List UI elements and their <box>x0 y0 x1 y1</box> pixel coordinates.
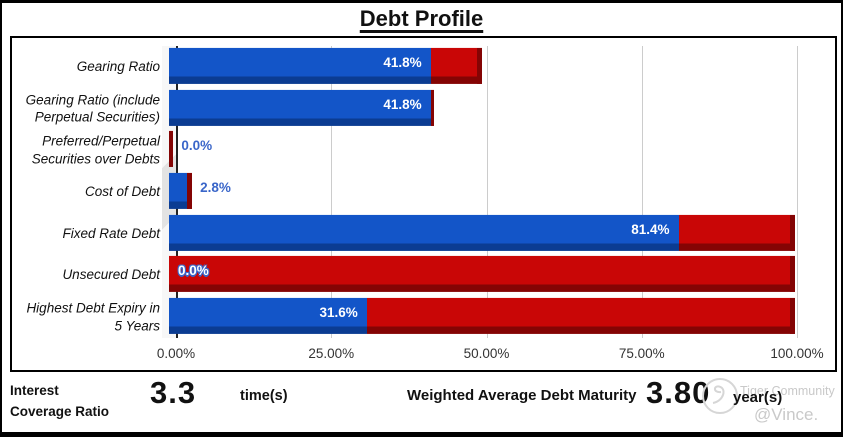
bar-rows: Gearing Ratio 41.8% Gearing Ratio (include… <box>12 46 835 338</box>
bar-track: 41.8% <box>169 89 795 126</box>
gridline <box>797 46 798 338</box>
debt-maturity-label: Weighted Average Debt Maturity <box>407 387 637 404</box>
interest-coverage-value: 3.3 <box>150 375 197 410</box>
summary-footer: Interest Coverage Ratio 3.3 time(s) Weig… <box>2 375 841 432</box>
bar-value-label: 81.4% <box>631 221 670 237</box>
chart-row: Cost of Debt 2.8% <box>12 171 835 213</box>
category-label: Unsecured Debt <box>62 267 160 283</box>
bar-segment-primary <box>169 172 187 209</box>
gridline <box>331 46 333 338</box>
bar-segment-secondary <box>169 256 795 293</box>
x-tick-label: 25.00% <box>308 346 355 361</box>
bar-value-label: 0.0% <box>181 138 213 154</box>
bar-track: 81.4% <box>169 214 795 251</box>
bar-segment-secondary <box>366 298 795 335</box>
category-label: Highest Debt Expiry in 5 Years <box>26 300 160 334</box>
bar-value-label: 41.8% <box>383 96 422 112</box>
chart-row: Fixed Rate Debt 81.4% <box>12 213 835 255</box>
x-tick-label: 50.00% <box>463 346 510 361</box>
bar-value-label: 41.8% <box>383 54 422 70</box>
bar-segment-secondary <box>678 214 795 251</box>
bar-segment-primary <box>169 298 367 335</box>
bar-segment-primary <box>169 47 431 84</box>
bar-segment-primary <box>169 89 431 126</box>
debt-maturity-value: 3.80 <box>646 375 711 410</box>
interest-coverage-unit: time(s) <box>240 388 288 404</box>
category-label: Fixed Rate Debt <box>62 225 160 241</box>
gridline <box>486 46 488 338</box>
bar-track: 31.6% <box>169 298 795 335</box>
bar-track: 0.0% <box>169 256 795 293</box>
category-label: Preferred/Perpetual Securities over Debt… <box>31 133 160 167</box>
chart-area: Gearing Ratio 41.8% Gearing Ratio (include… <box>10 36 837 372</box>
bar-track: 2.8% <box>169 172 795 209</box>
chart-row: Gearing Ratio (include Perpetual Securit… <box>12 88 835 130</box>
category-label: Gearing Ratio (include Perpetual Securit… <box>25 92 160 125</box>
bar-segment-secondary <box>169 131 174 168</box>
bar-value-label: 2.8% <box>200 179 231 195</box>
bar-segment-secondary <box>430 47 482 84</box>
bar-track: 0.0% <box>169 131 795 168</box>
chart-row: Unsecured Debt 0.0% <box>12 255 835 297</box>
bar-track: 41.8% <box>169 47 795 84</box>
watermark-handle: @Vince. <box>754 405 819 424</box>
bar-segment-secondary <box>186 172 193 209</box>
x-tick-label: 100.00% <box>770 346 824 361</box>
page-title: Debt Profile <box>359 6 484 31</box>
tiger-community-logo-icon <box>699 375 741 422</box>
chart-row: Preferred/Perpetual Securities over Debt… <box>12 129 835 171</box>
category-label: Cost of Debt <box>84 184 160 200</box>
chart-row: Highest Debt Expiry in 5 Years 31.6% <box>12 296 835 338</box>
x-tick-label: 75.00% <box>618 346 665 361</box>
interest-coverage-label: Interest Coverage Ratio <box>10 383 110 419</box>
bar-segment-secondary <box>430 89 435 126</box>
category-label: Gearing Ratio <box>76 59 160 75</box>
x-tick-label: 0.00% <box>156 346 196 361</box>
watermark-text: Tiger Community <box>740 384 835 398</box>
chart-row: Gearing Ratio 41.8% <box>12 46 835 88</box>
bar-value-label: 31.6% <box>319 305 358 321</box>
gridline <box>641 46 643 338</box>
bar-value-label: 0.0% <box>178 263 209 279</box>
bar-segment-primary <box>169 214 679 251</box>
debt-maturity-unit: year(s) <box>733 389 783 406</box>
x-axis: 0.00% 25.00% 50.00% 75.00% 100.00% <box>157 346 824 366</box>
